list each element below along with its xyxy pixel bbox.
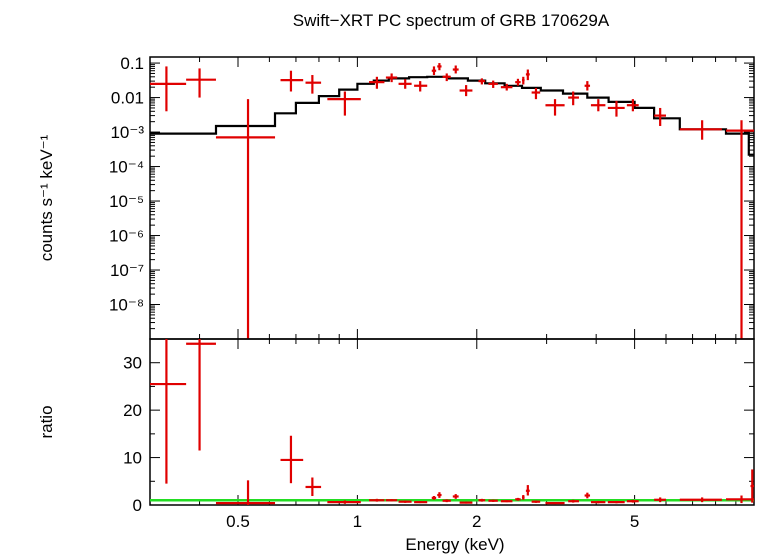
data-point	[186, 68, 216, 98]
spectrum-panel: 0.1 0.01 10⁻³ 10⁻⁴ 10⁻⁵ 10⁻⁶ 10⁻⁷ 10⁻⁸	[109, 54, 755, 340]
data-point	[525, 69, 530, 81]
ratio-point	[525, 485, 530, 496]
y-tick-label: 10⁻⁸	[109, 296, 144, 315]
ratio-point	[679, 497, 722, 503]
data-point	[590, 99, 606, 112]
data-point	[414, 81, 428, 92]
data-point	[280, 70, 304, 92]
x-tick-label: 1	[353, 512, 362, 531]
data-point	[478, 78, 486, 85]
ratio-point	[654, 497, 667, 503]
y-tick-label: 10⁻⁵	[109, 192, 144, 211]
x-tick-label: 5	[630, 512, 639, 531]
data-point	[568, 91, 579, 106]
data-point	[369, 76, 385, 89]
y-tick-label: 0	[133, 496, 142, 515]
ratio-point	[590, 500, 606, 504]
ratio-point	[369, 498, 385, 502]
ratio-point	[626, 499, 639, 503]
data-point	[500, 83, 513, 91]
ratio-point	[459, 501, 473, 504]
ratio-point	[607, 500, 625, 504]
x-tick-label: 0.5	[226, 512, 250, 531]
data-point	[545, 99, 565, 116]
spectrum-frame	[149, 56, 755, 340]
data-point	[398, 79, 412, 89]
chart-title: Swift−XRT PC spectrum of GRB 170629A	[293, 11, 610, 30]
ratio-point	[545, 502, 565, 505]
x-axis-label: Energy (keV)	[405, 535, 504, 554]
data-point	[437, 63, 442, 71]
y-tick-label: 0.01	[111, 89, 144, 108]
data-point	[654, 107, 667, 126]
data-point	[726, 120, 754, 339]
ratio-point	[437, 492, 442, 498]
ratio-frame	[149, 338, 755, 506]
ratio-point	[452, 494, 459, 499]
data-point	[515, 78, 521, 86]
ratio-point	[431, 495, 437, 500]
ratio-point	[726, 495, 754, 504]
y-tick-label: 10⁻³	[110, 123, 144, 142]
ratio-point	[327, 500, 361, 504]
data-point	[459, 85, 473, 97]
ratio-point	[521, 495, 525, 500]
y-tick-label: 10	[123, 449, 142, 468]
ratio-point	[531, 500, 541, 503]
ratio-point	[186, 339, 216, 451]
ratio-point	[500, 500, 513, 503]
top-y-axis-label: counts s⁻¹ keV⁻¹	[37, 134, 56, 261]
bottom-y-axis-label: ratio	[37, 405, 56, 438]
data-point	[442, 73, 451, 82]
ratio-point	[398, 500, 412, 503]
ratio-point	[515, 497, 521, 501]
data-point	[431, 66, 437, 76]
x-tick-label: 2	[472, 512, 481, 531]
data-point	[305, 75, 322, 94]
ratio-point	[305, 477, 322, 496]
ratio-point	[442, 499, 451, 503]
y-tick-label: 30	[123, 354, 142, 373]
data-point	[679, 120, 722, 140]
data-point	[215, 99, 276, 339]
ratio-point	[488, 499, 498, 502]
data-point	[385, 73, 398, 83]
y-tick-label: 20	[123, 401, 142, 420]
ratio-point	[150, 339, 187, 484]
y-tick-label: 10⁻⁶	[109, 227, 144, 246]
data-point	[531, 87, 541, 100]
data-point	[607, 100, 625, 117]
y-tick-label: 10⁻⁷	[110, 261, 144, 280]
data-point	[584, 81, 591, 91]
data-point	[626, 99, 639, 112]
y-tick-label: 0.1	[120, 54, 144, 73]
ratio-point	[478, 498, 486, 502]
ratio-point	[414, 501, 428, 504]
data-point	[488, 80, 498, 88]
ratio-point	[750, 469, 754, 503]
ratio-point	[215, 480, 276, 505]
ratio-point	[584, 492, 591, 499]
ratio-point	[385, 499, 398, 502]
model-step-line	[150, 75, 754, 156]
ratio-point	[280, 435, 304, 484]
data-point	[452, 65, 459, 74]
data-point	[150, 66, 187, 112]
ratio-point	[568, 499, 579, 503]
ratio-panel: 0.5 1 2 5 0 10 20 30	[123, 338, 755, 531]
data-point	[521, 76, 525, 85]
y-tick-label: 10⁻⁴	[109, 158, 144, 177]
data-point	[327, 91, 361, 116]
